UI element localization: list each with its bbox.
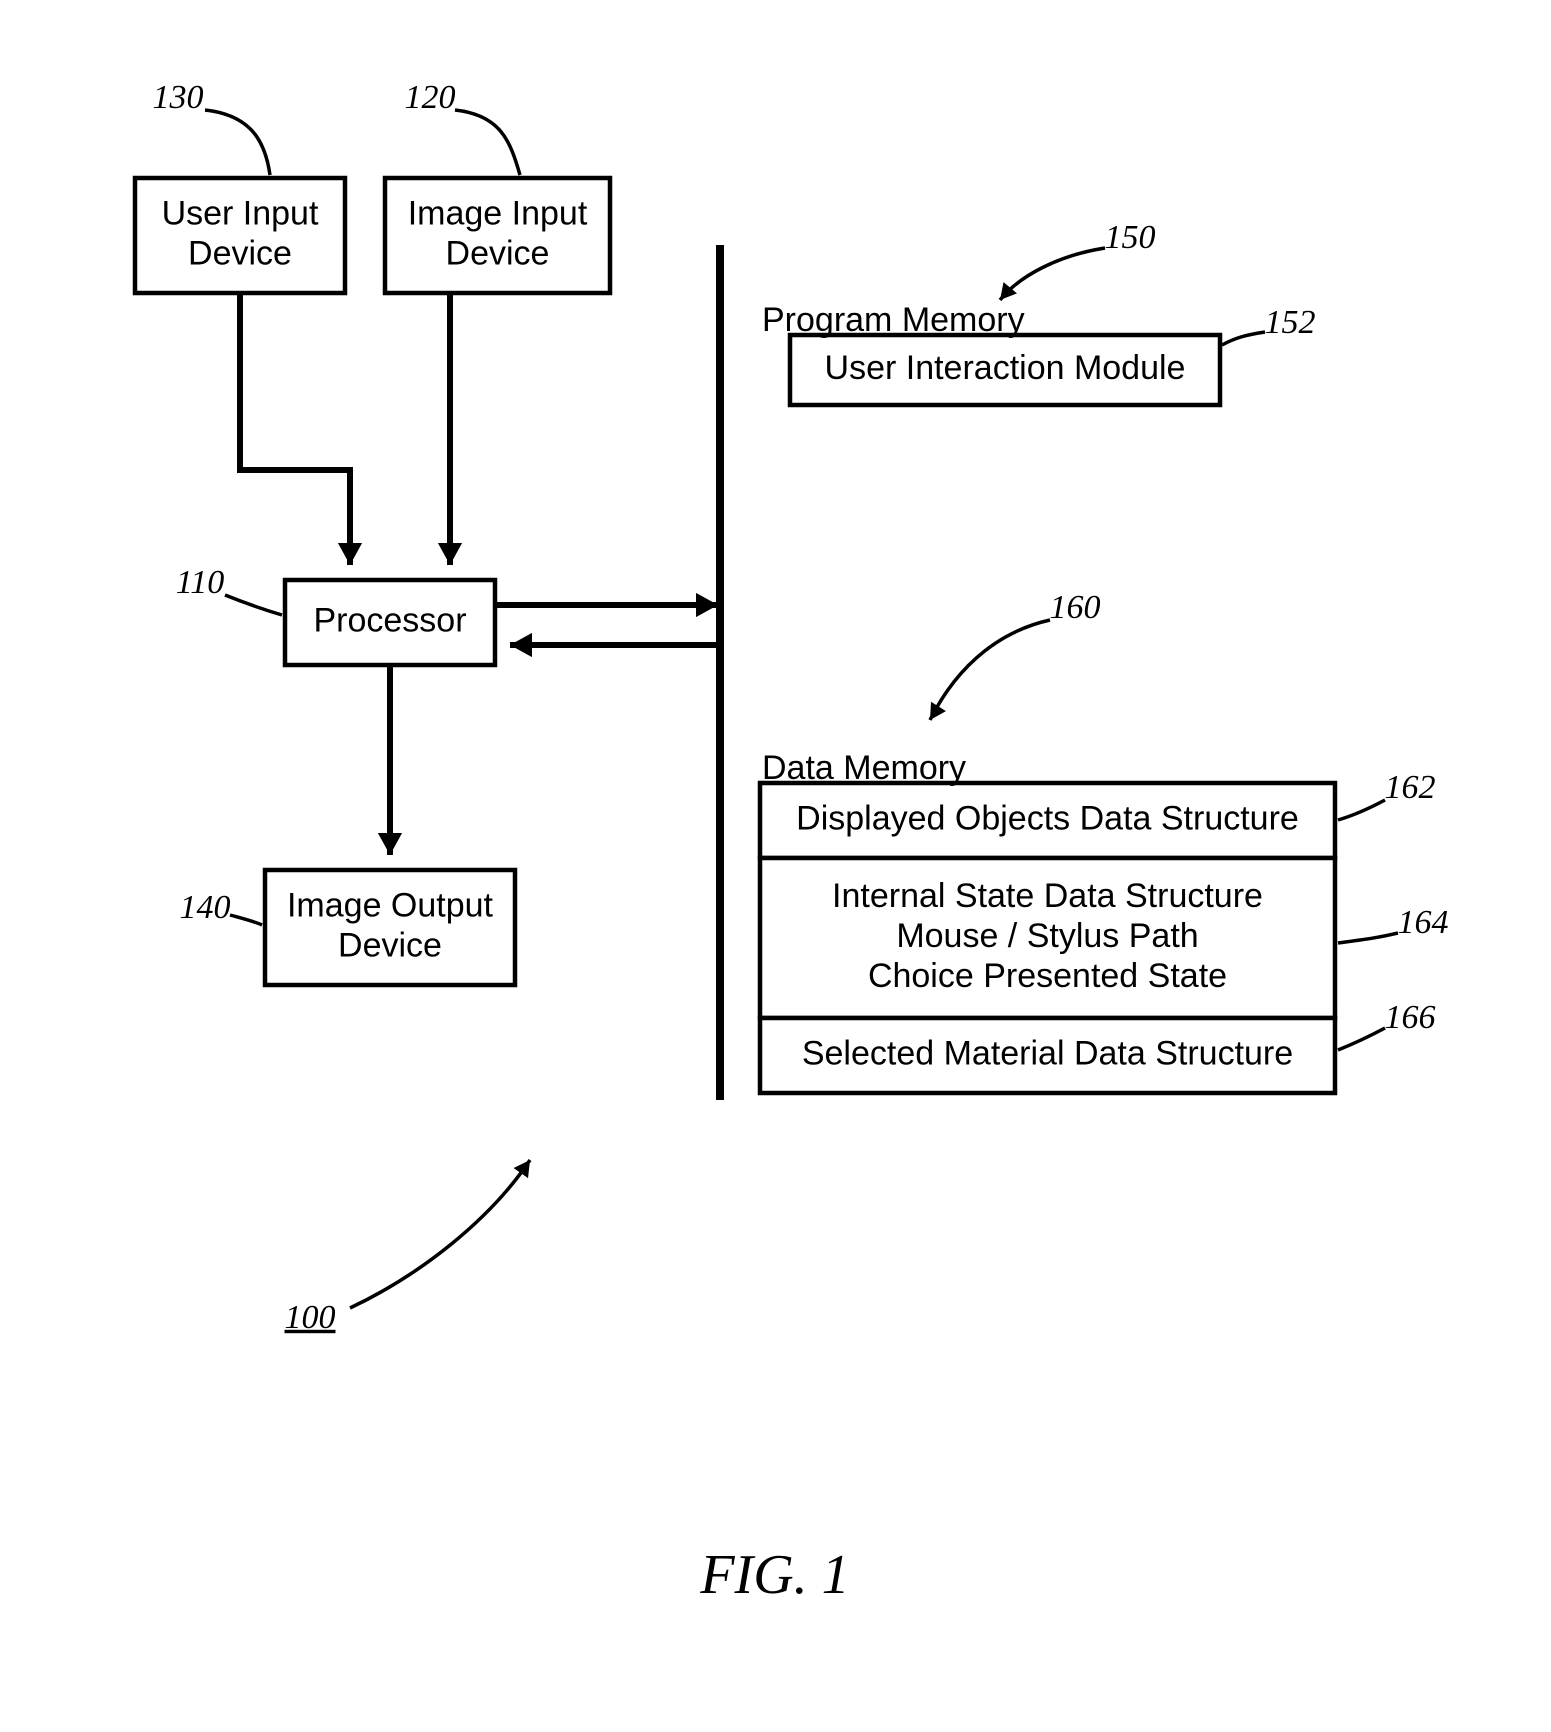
arrow-head <box>514 1160 530 1178</box>
leader-user_input <box>205 110 270 175</box>
ref-image_input: 120 <box>405 79 456 116</box>
figure-caption: FIG. 1 <box>699 1544 849 1606</box>
node-label-internal-line0: Internal State Data Structure <box>832 877 1263 915</box>
arrow-head <box>510 633 532 657</box>
arrow-head <box>696 593 718 617</box>
ref-program_mem: 150 <box>1105 219 1156 256</box>
node-selected: Selected Material Data Structure <box>760 1018 1335 1093</box>
ref-user_input: 130 <box>153 79 204 116</box>
node-label-image_output-line0: Image Output <box>287 886 494 924</box>
ref-image_output: 140 <box>180 889 231 926</box>
edge-user_input_bottom <box>240 293 350 565</box>
node-label-image_input-line1: Device <box>446 235 550 273</box>
ref-processor: 110 <box>176 564 224 601</box>
node-label-image_input-line0: Image Input <box>408 194 588 232</box>
arrow-head <box>378 833 402 855</box>
node-label-image_output-line1: Device <box>338 927 442 965</box>
node-uim: User Interaction Module <box>790 335 1220 405</box>
arrow-head <box>338 543 362 565</box>
leader-selected <box>1338 1028 1385 1050</box>
node-image_output: Image OutputDevice <box>265 870 515 985</box>
arrow-head <box>438 543 462 565</box>
ref-uim: 152 <box>1265 304 1316 341</box>
node-label-uim-line0: User Interaction Module <box>825 349 1186 387</box>
node-label-selected-line0: Selected Material Data Structure <box>802 1034 1293 1072</box>
ref-system: 100 <box>285 1299 336 1336</box>
leader-internal <box>1338 933 1398 943</box>
ref-selected: 166 <box>1385 999 1436 1036</box>
node-label-user_input-line1: Device <box>188 235 292 273</box>
leader-displayed <box>1338 800 1385 820</box>
leader-processor <box>225 595 282 615</box>
node-label-processor-line0: Processor <box>313 601 466 639</box>
leader-system <box>350 1160 530 1308</box>
node-label-user_input-line0: User Input <box>162 194 319 232</box>
ref-displayed: 162 <box>1385 769 1436 806</box>
leader-program_mem <box>1000 248 1105 300</box>
node-label-internal-line2: Choice Presented State <box>868 957 1227 995</box>
leader-uim <box>1222 332 1265 345</box>
leader-image_output <box>230 915 262 925</box>
node-label-displayed-line0: Displayed Objects Data Structure <box>796 799 1299 837</box>
section-data-memory: Data Memory <box>762 749 966 787</box>
node-image_input: Image InputDevice <box>385 178 610 293</box>
leader-data_mem <box>930 620 1050 720</box>
node-label-internal-line1: Mouse / Stylus Path <box>896 917 1198 955</box>
node-displayed: Displayed Objects Data Structure <box>760 783 1335 858</box>
node-user_input: User InputDevice <box>135 178 345 293</box>
leader-image_input <box>455 110 520 175</box>
section-program-memory: Program Memory <box>762 301 1025 339</box>
ref-internal: 164 <box>1398 904 1449 941</box>
node-internal: Internal State Data StructureMouse / Sty… <box>760 858 1335 1018</box>
node-processor: Processor <box>285 580 495 665</box>
ref-data_mem: 160 <box>1050 589 1101 626</box>
